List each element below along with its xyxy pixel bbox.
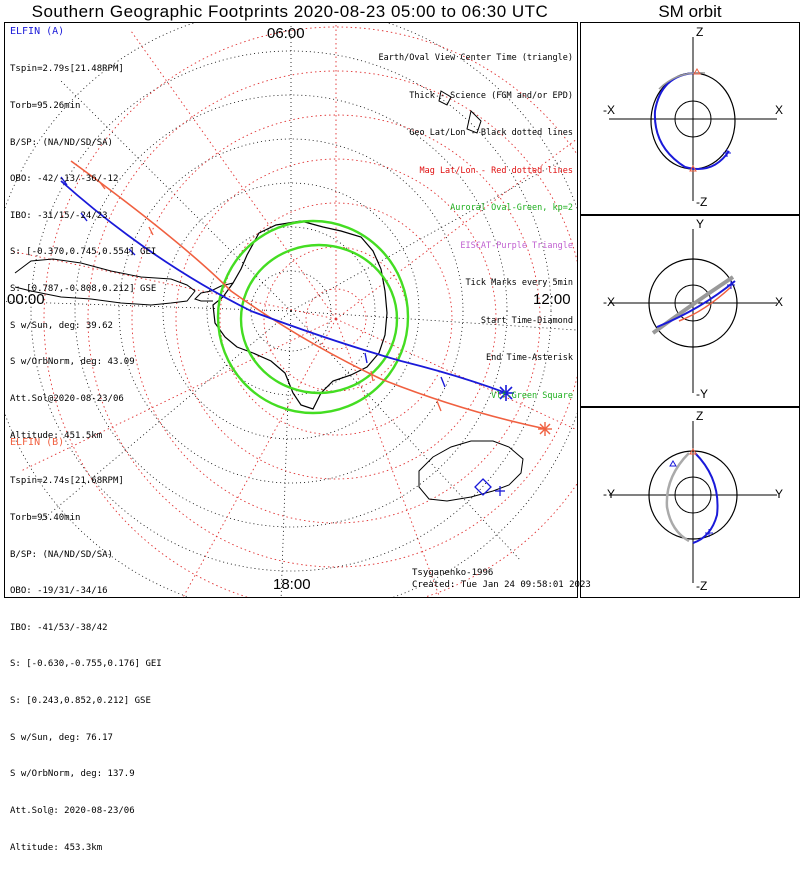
elfin-a-line: S: [-0.370,0.745,0.554] GEI xyxy=(10,247,157,258)
elfin-a-line: S w/OrbNorm, deg: 43.09 xyxy=(10,357,135,368)
elfin-b-line: B/SP: (NA/ND/SD/SA) xyxy=(10,549,113,560)
elfin-a-track xyxy=(60,180,507,394)
sm-axis-bottom: -Z xyxy=(696,579,708,593)
antarctic-peninsula xyxy=(194,282,234,302)
legend-entry: Auroral Oval-Green, kp=2 xyxy=(450,203,573,213)
sm-axis-right: Y xyxy=(775,487,784,501)
sm-axis-bottom: -Z xyxy=(696,195,708,209)
legend-entry: Vlf-Green Square xyxy=(491,390,573,401)
model-credit: Tsyganenko-1996 xyxy=(412,568,494,578)
sm-axis-top: Z xyxy=(696,409,704,423)
elfin-b-line: Torb=95.40min xyxy=(10,513,81,524)
elfin-b-line: OBO: -19/31/-34/16 xyxy=(10,586,108,597)
elfin-a-line: IBO: -31/15/-24/23 xyxy=(10,210,108,221)
legend-entry: End Time-Asterisk xyxy=(486,353,573,363)
elfin-a-line: OBO: -42/-13/-36/-12 xyxy=(10,174,119,185)
elfin-a-line: Tspin=2.79s[21.48RPM] xyxy=(10,64,124,75)
elfin-b-track xyxy=(70,160,547,430)
elfin-a-line: Altitude: 451.5km xyxy=(10,430,103,441)
sm-axis-right: X xyxy=(775,103,784,117)
mlt-label-bottom: 18:00 xyxy=(273,576,311,593)
footprint-map-frame: ELFIN (A) Tspin=2.79s[21.48RPM] Torb=95.… xyxy=(4,22,591,853)
mlt-label-left: 00:00 xyxy=(7,291,45,308)
map-legend: Earth/Oval View Center Time (triangle) T… xyxy=(379,27,573,427)
elfin-a-line: S: [0.787,-0.808,0.212] GSE xyxy=(10,284,157,295)
australia-coastline xyxy=(438,90,482,134)
sm-axis-bottom: -Y xyxy=(696,387,708,401)
legend-entry: Start Time-Diamond xyxy=(480,315,573,326)
legend-entry: Mag Lat/Lon - Red dotted lines xyxy=(419,165,573,176)
sm-axis-right: X xyxy=(775,295,784,309)
elfin-a-line: Att.Sol@2020-08-23/06 xyxy=(10,393,124,404)
sm-axis-left: -Y xyxy=(603,487,615,501)
sm-panel-xy: Y -Y -X X xyxy=(580,214,800,408)
elfin-b-label: ELFIN (B) xyxy=(10,437,65,448)
created-timestamp: Created: Tue Jan 24 09:58:01 2023 xyxy=(412,580,591,590)
elfin-a-line: B/SP: (NA/ND/SD/SA) xyxy=(10,137,113,148)
footprint-map xyxy=(5,23,577,597)
auroral-oval-outer xyxy=(216,219,410,415)
sm-panel-xz: Z -Z -X X xyxy=(580,22,800,216)
africa-coastline xyxy=(418,440,524,502)
plot-title: Southern Geographic Footprints 2020-08-2… xyxy=(31,2,549,21)
legend-entry: EISCAT-Purple Triangle xyxy=(460,240,573,251)
elfin-b-info: Tspin=2.74s[21.68RPM] Torb=95.40min B/SP… xyxy=(10,451,162,878)
legend-entry: Geo Lat/Lon - Black dotted lines xyxy=(409,128,573,138)
sm-orbit-title: SM orbit xyxy=(658,2,722,21)
sm-orbit-plot-yz xyxy=(609,421,777,583)
elfin-b-line: S: [0.243,0.852,0.212] GSE xyxy=(10,696,151,707)
elfin-b-ticks xyxy=(98,180,442,412)
mlt-label-right: 12:00 xyxy=(533,291,571,308)
elfin-a-ticks xyxy=(60,176,446,388)
sm-panel-yz: Z -Z -Y Y xyxy=(580,406,800,598)
elfin-b-line: Tspin=2.74s[21.68RPM] xyxy=(10,476,124,487)
legend-entry: Thick - Science (FGM and/or EPD) xyxy=(409,90,573,101)
elfin-b-line: Att.Sol@: 2020-08-23/06 xyxy=(10,805,135,816)
sm-axis-left: -X xyxy=(603,295,615,309)
legend-entry: Tick Marks every 5min xyxy=(465,278,573,288)
elfin-a-info: Tspin=2.79s[21.48RPM] Torb=95.26min B/SP… xyxy=(10,39,156,466)
sm-orbit-plot-xz xyxy=(609,37,777,201)
south-america-coastline xyxy=(14,258,196,306)
elfin-b-line: S: [-0.630,-0.755,0.176] GEI xyxy=(10,659,162,670)
elfin-b-line: Altitude: 453.3km xyxy=(10,842,103,853)
sm-axis-top: Y xyxy=(696,217,705,231)
elfin-b-end-asterisk xyxy=(538,422,552,436)
elfin-b-line: S w/Sun, deg: 76.17 xyxy=(10,732,113,743)
sm-axis-top: Z xyxy=(696,25,704,39)
mlt-label-top: 06:00 xyxy=(267,25,305,42)
elfin-a-line: Torb=95.26min xyxy=(10,101,81,112)
elfin-a-line: S w/Sun, deg: 39.62 xyxy=(10,320,113,331)
legend-entry: Earth/Oval View Center Time (triangle) xyxy=(378,53,573,63)
elfin-a-label: ELFIN (A) xyxy=(10,26,65,37)
elfin-b-line: IBO: -41/53/-38/42 xyxy=(10,622,108,633)
elfin-a-end-asterisk xyxy=(498,385,514,401)
auroral-oval-inner xyxy=(239,243,399,395)
sm-orbit-plot-xy xyxy=(609,229,777,393)
elfin-b-line: S w/OrbNorm, deg: 137.9 xyxy=(10,769,135,780)
sm-axis-left: -X xyxy=(603,103,615,117)
start-diamond xyxy=(474,478,492,496)
